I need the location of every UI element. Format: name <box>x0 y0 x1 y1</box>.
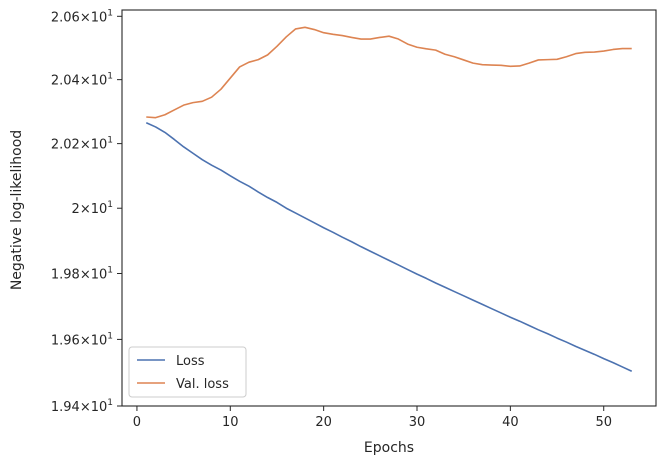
y-axis-ticks: 1.94×101 1.96×101 1.98×101 2×101 2.02×101 2.0… <box>51 8 122 415</box>
y-tick-label: 2×101 <box>72 200 113 217</box>
legend-label-loss: Loss <box>176 354 205 369</box>
x-axis-label: Epochs <box>364 440 414 456</box>
x-tick-label: 0 <box>133 415 141 430</box>
x-tick-label: 10 <box>222 415 239 430</box>
y-tick-label: 2.06×101 <box>51 8 113 25</box>
x-axis-ticks: 0 10 20 30 40 50 <box>133 406 612 430</box>
x-tick-label: 30 <box>409 415 426 430</box>
series-line-val-loss <box>146 26 632 119</box>
y-tick-label: 1.98×101 <box>51 265 113 282</box>
x-tick-label: 20 <box>315 415 332 430</box>
legend: Loss Val. loss <box>128 346 247 398</box>
plot-lines <box>145 26 633 373</box>
x-tick-label: 50 <box>595 415 612 430</box>
y-tick-label: 1.94×101 <box>51 398 113 415</box>
y-tick-label: 2.04×101 <box>51 72 113 89</box>
y-axis-label: Negative log-likelihood <box>9 130 25 290</box>
legend-label-val-loss: Val. loss <box>176 377 229 392</box>
plot-frame <box>121 9 657 407</box>
y-tick-label: 2.02×101 <box>51 136 113 153</box>
x-tick-label: 40 <box>502 415 519 430</box>
y-tick-label: 1.96×101 <box>51 331 113 348</box>
series-line-loss <box>145 122 633 373</box>
